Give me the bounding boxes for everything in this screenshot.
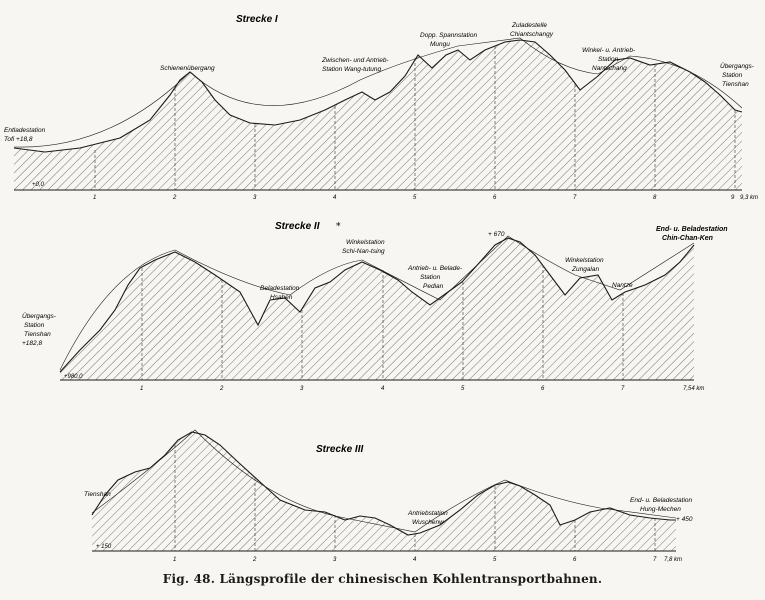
- station-label: Tienshan: [722, 81, 749, 88]
- tick-label: 6: [493, 195, 497, 201]
- station-label: + 670: [488, 231, 505, 238]
- tick-label: 5: [413, 195, 417, 201]
- tick-label: 4: [381, 386, 385, 392]
- station-label: Mungu: [430, 41, 450, 48]
- section-title-2: Strecke II: [275, 221, 320, 232]
- tick-label: 7: [653, 557, 657, 563]
- station-label: Antrieb- u. Belade-: [407, 265, 463, 272]
- station-label: Beladestation: [260, 285, 300, 292]
- tick-label: 5: [493, 557, 497, 563]
- profile-section-2: Strecke II * +980,0 1 2 3 4 5 6 7 7,54 k…: [22, 221, 728, 392]
- tick-labels-2: +980,0 1 2 3 4 5 6 7 7,54 km: [64, 374, 704, 392]
- station-label: + 450: [676, 516, 693, 523]
- tick-label: 3: [333, 557, 337, 563]
- profile-fill-3: [92, 432, 676, 551]
- station-label: Entladestation: [4, 127, 46, 134]
- station-label: Wuschenw: [412, 519, 445, 526]
- station-label: Nantschang: [592, 65, 627, 72]
- station-label: Hsahen: [270, 294, 293, 301]
- station-labels-1: Entladestation Tofi +18,8 Schienenüberga…: [4, 22, 755, 143]
- profile-fill-2: [60, 238, 694, 380]
- station-label: End- u. Beladestation: [630, 497, 693, 504]
- station-labels-2: Übergangs- Station Tienshan +182,8 Belad…: [22, 231, 633, 347]
- station-label: Zwischen- und Antrieb-: [321, 57, 389, 64]
- tick-label: 2: [172, 195, 177, 201]
- tick-label: +980,0: [64, 374, 83, 380]
- tick-label: 8: [653, 195, 657, 201]
- station-label: Station: [598, 56, 619, 63]
- tick-label: 6: [573, 557, 577, 563]
- station-label: Hung-Mechen: [640, 506, 681, 513]
- station-label: Winkelstation: [565, 257, 604, 264]
- stray-mark: *: [336, 222, 341, 232]
- tick-label: 3: [253, 195, 257, 201]
- tick-labels-3: + 150 1 2 3 4 5 6 7 7,8 km: [96, 544, 682, 563]
- section-title-3: Strecke III: [316, 444, 363, 455]
- tick-label: 2: [219, 386, 224, 392]
- tick-label: 7: [621, 386, 625, 392]
- station-label: Station: [420, 274, 441, 281]
- station-label: Nantze: [612, 282, 633, 289]
- tick-label: 1: [173, 557, 176, 563]
- station-label: Station: [722, 72, 743, 79]
- tick-label: 7,8 km: [664, 557, 682, 563]
- station-labels-3: Tienshan Antriebstation Wuschenw End- u.…: [84, 491, 693, 526]
- station-label: Tienshan: [84, 491, 111, 498]
- cable-line-1: [13, 37, 743, 148]
- tick-label: 9: [731, 195, 735, 201]
- tick-label: +0,0: [32, 182, 45, 188]
- profile-section-3: Strecke III + 150 1 2 3 4 5 6 7 7,8 km T…: [84, 429, 693, 563]
- tick-label: 2: [252, 557, 257, 563]
- station-label: Winkel- u. Antrieb-: [582, 47, 636, 54]
- station-label: Schienenübergang: [160, 65, 215, 72]
- station-label: Pedian: [423, 283, 444, 290]
- figure-caption: Fig. 48. Längsprofile der chinesischen K…: [162, 572, 603, 586]
- station-label: Übergangs-: [22, 312, 57, 320]
- profile-section-1: Strecke I +0,0 1 2 3 4 5 6 7 8 9 9,3: [4, 14, 758, 201]
- station-label: Zuladestelle: [511, 22, 547, 29]
- tick-label: 1: [93, 195, 96, 201]
- station-label-bold: End- u. Beladestation: [656, 226, 728, 233]
- tick-labels-1: +0,0 1 2 3 4 5 6 7 8 9 9,3 km: [32, 182, 758, 201]
- station-label: Zungalan: [571, 266, 599, 273]
- tick-label: 9,3 km: [740, 195, 758, 201]
- section-title-1: Strecke I: [236, 14, 278, 25]
- tick-label: 7,54 km: [683, 386, 704, 392]
- tick-label: + 150: [96, 544, 112, 550]
- station-label: Antriebstation: [407, 510, 448, 517]
- tick-label: 3: [300, 386, 304, 392]
- tick-label: 5: [461, 386, 465, 392]
- station-label: Übergangs-: [720, 62, 755, 70]
- station-label: Tofi +18,8: [4, 136, 33, 143]
- cable-line-3: [91, 429, 677, 533]
- station-label: Schi-Nan-tsing: [342, 248, 385, 255]
- tick-label: 7: [573, 195, 577, 201]
- station-label: Chiantschangy: [510, 31, 554, 38]
- station-label: Station: [24, 322, 45, 329]
- station-label: Tienshan: [24, 331, 51, 338]
- station-label: Station Wang-tutung: [322, 66, 382, 73]
- station-label: +182,8: [22, 340, 42, 347]
- cable-line-2: [59, 235, 695, 371]
- profile-line-2: [59, 237, 695, 373]
- station-label: Winkelstation: [346, 239, 385, 246]
- station-label-bold: Chin-Chan-Ken: [662, 235, 713, 242]
- tick-label: 4: [333, 195, 337, 201]
- tick-label: 6: [541, 386, 545, 392]
- tick-label: 1: [140, 386, 143, 392]
- tick-label: 4: [413, 557, 417, 563]
- station-label: Dopp. Spannstation: [420, 32, 477, 39]
